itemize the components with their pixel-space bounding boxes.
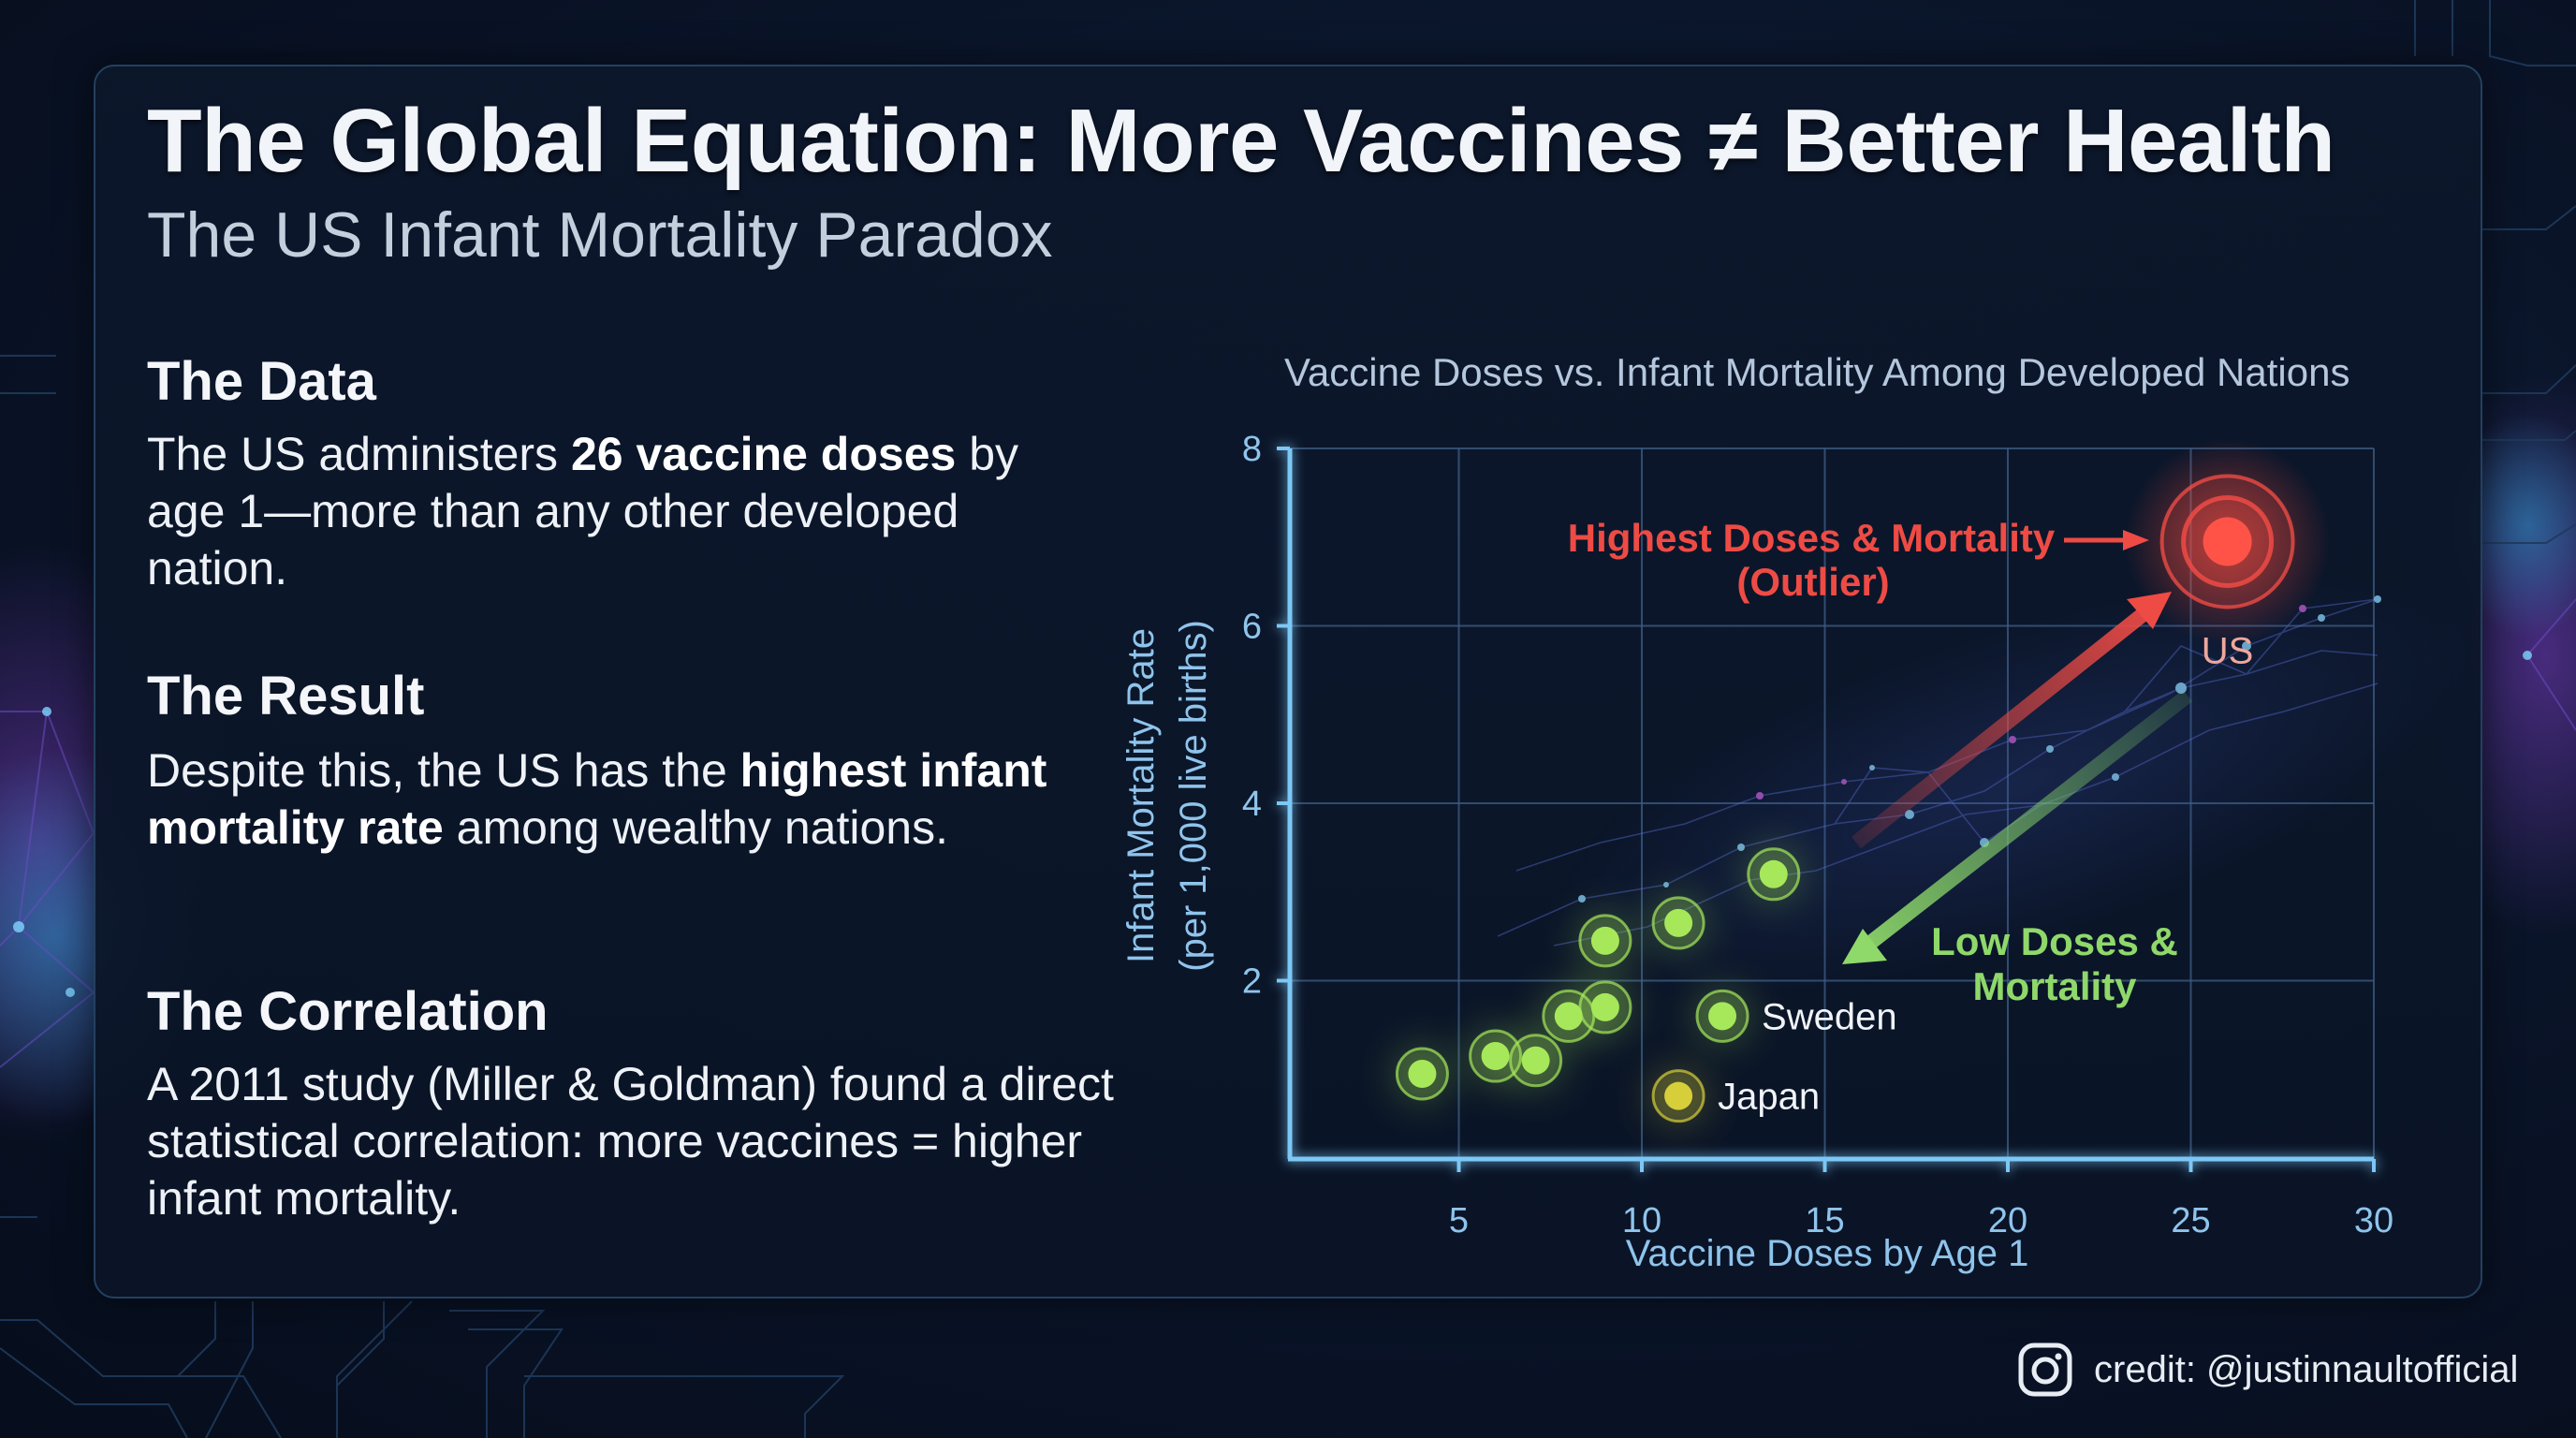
section-heading-correlation: The Correlation: [147, 981, 549, 1042]
instagram-icon: [2018, 1343, 2072, 1397]
body-text: A 2011 study (Miller & Goldman) found a …: [147, 1058, 1114, 1225]
credit-text: credit: @justinnaultofficial: [2094, 1348, 2519, 1390]
x-tick-label: 10: [1622, 1201, 1661, 1240]
data-point: [1571, 906, 1639, 975]
low-doses-annotation: Mortality: [1972, 964, 2137, 1008]
y-axis-title: (per 1,000 live births): [1173, 620, 1214, 972]
section-heading-result: The Result: [147, 666, 425, 726]
section-body-data: The US administers 26 vaccine doses by a…: [147, 426, 1083, 597]
point-label-sweden: Sweden: [1762, 996, 1897, 1037]
body-emphasis: 26 vaccine doses: [570, 428, 957, 480]
y-tick-label: 6: [1242, 608, 1262, 647]
outlier-annotation: Highest Doses & Mortality: [1568, 516, 2056, 560]
page-title: The Global Equation: More Vaccines ≠ Bet…: [147, 91, 2335, 191]
credit: credit: @justinnaultofficial: [2017, 1341, 2518, 1399]
chart-axes: 2 4 6 8 5 10 15 20 25 30: [1242, 430, 2393, 1240]
chart-labels: Highest Doses & Mortality (Outlier) Low …: [1120, 516, 2253, 1274]
x-tick-label: 20: [1988, 1201, 2027, 1240]
x-tick-label: 25: [2171, 1201, 2210, 1240]
data-point: [1388, 1039, 1456, 1108]
y-axis-title: Infant Mortality Rate: [1120, 628, 1162, 963]
chart-title: Vaccine Doses vs. Infant Mortality Among…: [1284, 350, 2350, 394]
data-points: [1388, 438, 2331, 1130]
section-heading-data: The Data: [147, 351, 376, 412]
x-axis-title: Vaccine Doses by Age 1: [1626, 1233, 2029, 1274]
section-body-result: Despite this, the US has the highest inf…: [147, 742, 1083, 857]
body-text: by age 1—more than any other developed n…: [147, 428, 1019, 594]
y-tick-label: 2: [1242, 962, 1262, 1002]
body-text: Despite this, the US has the: [147, 744, 740, 797]
x-tick-label: 30: [2354, 1201, 2393, 1240]
x-tick-label: 15: [1805, 1201, 1844, 1240]
body-text: The US administers: [147, 428, 571, 480]
low-doses-annotation: Low Doses &: [1931, 919, 2178, 963]
us-outlier-point: [2124, 438, 2331, 645]
point-label-us: US: [2202, 630, 2254, 671]
data-point: [1739, 840, 1808, 908]
data-point: [1571, 973, 1639, 1041]
section-body-correlation: A 2011 study (Miller & Goldman) found a …: [147, 1056, 1139, 1227]
outlier-annotation: (Outlier): [1736, 560, 1889, 604]
point-label-japan: Japan: [1718, 1077, 1820, 1118]
data-point: [1689, 982, 1757, 1050]
body-emphasis: highest infant mortality rate: [147, 744, 1047, 854]
y-tick-label: 4: [1242, 785, 1262, 824]
y-tick-label: 8: [1242, 430, 1262, 469]
data-point: [1645, 888, 1713, 957]
page-subtitle: The US Infant Mortality Paradox: [147, 199, 1053, 271]
x-tick-label: 5: [1449, 1201, 1469, 1240]
body-text: among wealthy nations.: [443, 801, 948, 854]
data-point: [1645, 1062, 1713, 1130]
